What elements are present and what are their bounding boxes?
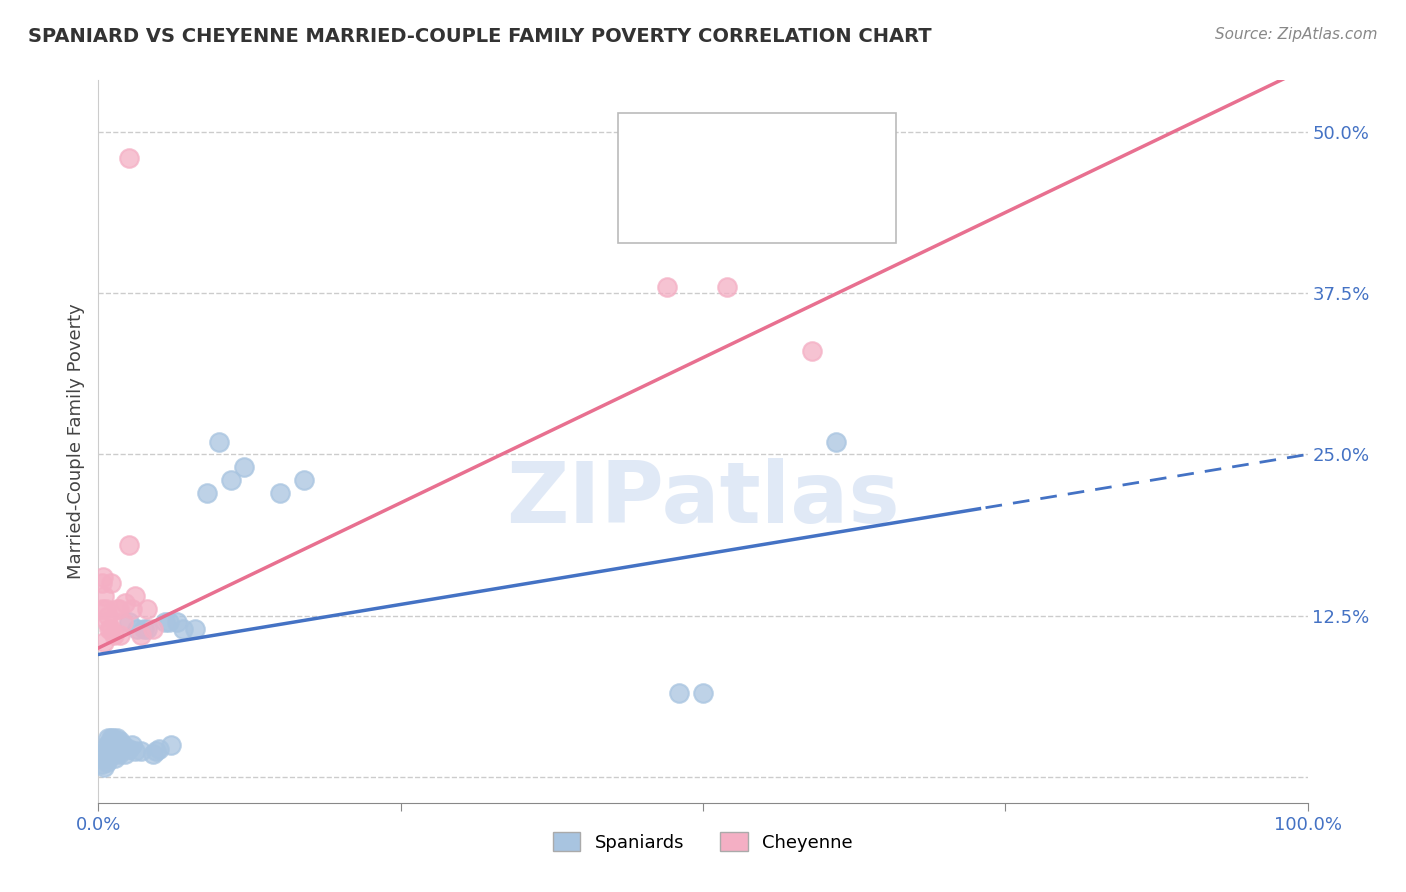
Point [184,622,207,636]
Legend: Spaniards, Cheyenne: Spaniards, Cheyenne [546,825,860,859]
Point [160,738,183,752]
Point [129,744,152,758]
Point [108,628,131,642]
Point [124,744,146,758]
Point [105,741,128,756]
Point [97,750,120,764]
Point [111,738,134,752]
Point [98,622,121,636]
Point [100,738,122,752]
Point [96,738,118,752]
Point [135,602,157,616]
Point [166,615,188,630]
Point [129,628,152,642]
Point [135,622,157,636]
Point [127,622,149,636]
Point [98,747,121,761]
Point [195,486,218,500]
Point [716,279,738,293]
Point [121,738,143,752]
Point [118,151,141,165]
Point [269,486,291,500]
Point [692,686,714,700]
Point [91,576,114,591]
Point [292,473,315,487]
Point [142,747,165,761]
Point [100,576,122,591]
Point [118,615,141,630]
Point [825,434,848,449]
Point [96,615,118,630]
Point [104,744,127,758]
Point [108,734,131,748]
Point [91,750,114,764]
Point [94,744,117,758]
Point [142,622,165,636]
Point [105,602,128,616]
Text: Source: ZipAtlas.com: Source: ZipAtlas.com [1215,27,1378,42]
Point [655,279,678,293]
Point [91,757,114,772]
Point [232,460,254,475]
FancyBboxPatch shape [619,112,897,243]
Point [153,615,176,630]
Point [101,731,124,746]
Point [157,615,180,630]
Point [93,760,115,774]
Point [93,590,115,604]
Point [111,615,134,630]
Point [93,634,115,648]
Point [800,344,823,359]
Point [98,738,121,752]
Point [124,590,146,604]
Point [103,628,125,642]
Point [100,622,122,636]
Point [145,744,167,758]
Point [114,747,136,761]
Point [105,731,128,746]
Point [97,731,120,746]
Point [108,747,131,761]
Point [148,741,170,756]
Point [172,622,194,636]
Point [94,602,117,616]
Point [101,747,124,761]
Point [107,744,129,758]
Point [221,473,243,487]
Point [100,741,122,756]
Point [118,741,141,756]
Point [108,602,131,616]
Point [91,570,114,584]
Text: SPANIARD VS CHEYENNE MARRIED-COUPLE FAMILY POVERTY CORRELATION CHART: SPANIARD VS CHEYENNE MARRIED-COUPLE FAMI… [28,27,932,45]
Point [96,755,118,769]
Point [114,596,136,610]
Point [118,538,141,552]
Point [134,622,156,636]
Point [104,750,127,764]
Y-axis label: Married-Couple Family Poverty: Married-Couple Family Poverty [66,303,84,580]
Text: ZIPatlas: ZIPatlas [506,458,900,541]
Point [668,686,690,700]
Point [208,434,231,449]
Point [103,734,125,748]
Point [91,602,114,616]
Point [100,731,122,746]
Point [103,738,125,752]
Point [105,734,128,748]
Point [121,602,143,616]
Point [97,608,120,623]
